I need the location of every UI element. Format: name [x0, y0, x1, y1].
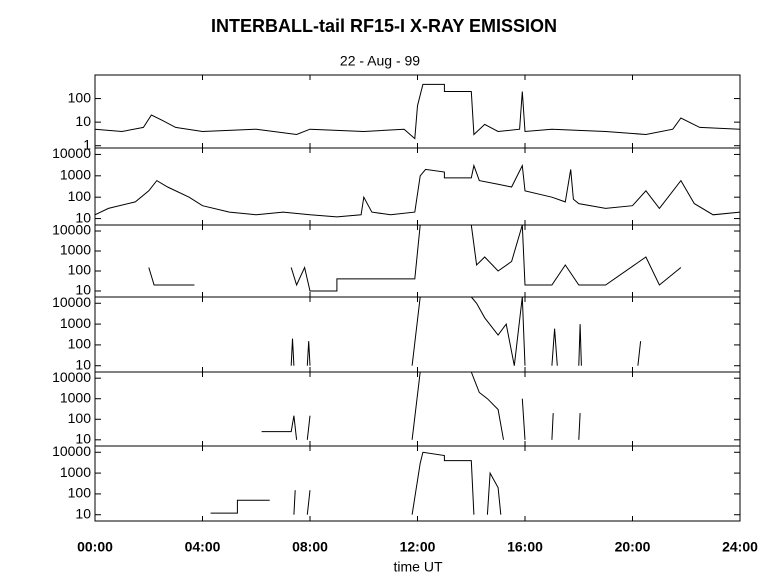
y-tick-label: 1000 [60, 389, 91, 405]
y-tick-label: 1000 [60, 464, 91, 480]
y-tick-label: 10000 [52, 369, 91, 385]
y-tick-label: 10 [75, 356, 91, 372]
x-tick-label: 04:00 [185, 539, 221, 555]
data-line [94, 83, 741, 140]
y-tick-label: 10 [75, 209, 91, 225]
chart-subtitle: 22 - Aug - 99 [340, 53, 420, 69]
chart-title: INTERBALL-tail RF15-I X-RAY EMISSION [211, 16, 557, 36]
data-line [261, 371, 581, 440]
x-tick-label: 00:00 [77, 539, 113, 555]
y-tick-label: 1 [83, 136, 91, 152]
y-tick-label: 10 [75, 113, 91, 129]
y-tick-label: 100 [68, 336, 92, 352]
y-tick-label: 1000 [60, 167, 91, 183]
y-tick-label: 1000 [60, 315, 91, 331]
y-tick-label: 10 [75, 505, 91, 521]
panel-frame [94, 296, 741, 373]
y-tick-label: 100 [68, 262, 92, 278]
data-line [148, 224, 682, 292]
x-tick-label: 16:00 [507, 539, 543, 555]
data-line [210, 451, 502, 515]
y-tick-label: 100 [68, 410, 92, 426]
y-tick-label: 1000 [60, 242, 91, 258]
x-tick-label: 24:00 [722, 539, 758, 555]
panel-frame [94, 371, 741, 447]
data-line [94, 163, 741, 218]
y-tick-label: 10000 [52, 145, 91, 161]
x-axis-label: time UT [394, 559, 443, 575]
y-tick-label: 10000 [52, 443, 91, 459]
x-tick-label: 12:00 [400, 539, 436, 555]
y-tick-label: 10 [75, 431, 91, 447]
x-tick-label: 08:00 [292, 539, 328, 555]
y-tick-label: 10000 [52, 294, 91, 310]
y-tick-label: 10 [75, 282, 91, 298]
panel-frame [94, 147, 741, 226]
panel-frame [94, 224, 741, 298]
y-tick-label: 100 [68, 89, 92, 105]
y-tick-label: 100 [68, 485, 92, 501]
y-tick-label: 100 [68, 188, 92, 204]
y-tick-label: 10000 [52, 222, 91, 238]
data-line [290, 296, 642, 366]
x-tick-label: 20:00 [615, 539, 651, 555]
